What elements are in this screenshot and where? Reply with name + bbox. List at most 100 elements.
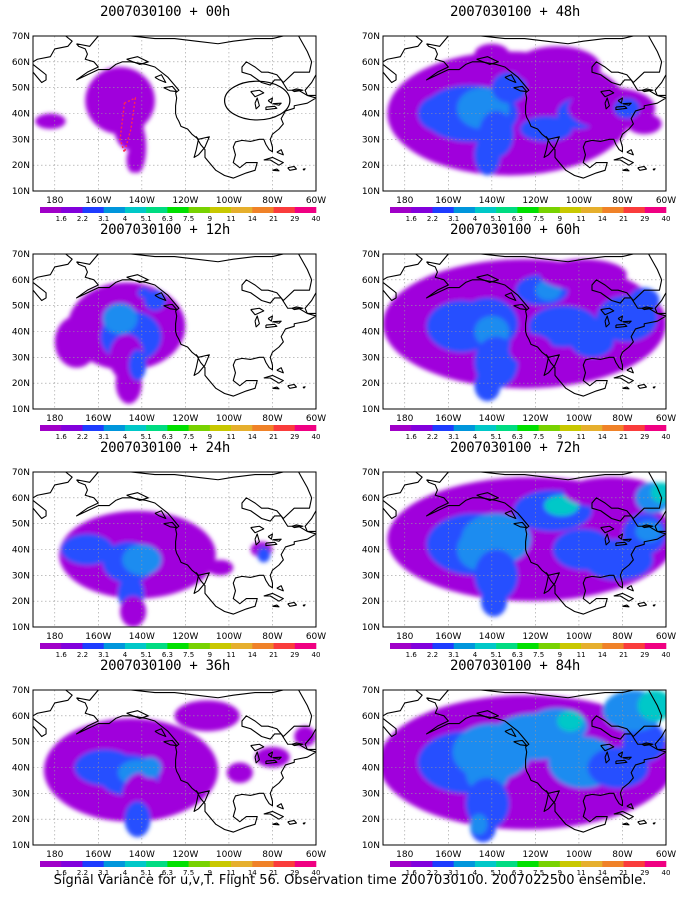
coastline-island (276, 803, 284, 810)
longitude-tick-label: 140W (129, 632, 155, 642)
latitude-tick-label: 30N (12, 135, 30, 145)
variance-contour-region (626, 113, 662, 135)
latitude-tick-label: 70N (12, 250, 30, 260)
colorbar-swatch (432, 643, 454, 649)
colorbar-swatch (602, 643, 624, 649)
map-panel: 2007030100 + 60h 10N 20N 30N 40N 50N 60N 70N 180… (350, 222, 680, 441)
longitude-tick-label: 80W (612, 632, 632, 642)
coastline-island (476, 710, 499, 719)
latitude-tick-label: 20N (12, 597, 30, 607)
coastlines (383, 254, 666, 397)
latitude-tick-label: 50N (362, 520, 380, 530)
longitude-tick-label: 160W (85, 196, 111, 206)
graticule (33, 690, 316, 845)
lake-outline (250, 89, 265, 98)
latitude-tick-label: 60N (362, 58, 380, 68)
coastline-island (504, 74, 517, 84)
figure-caption: Signal Variance for u,v,T. Flight 56. Ob… (53, 873, 647, 888)
variance-map: 10N 20N 30N 40N 50N 60N 70N 180 160W 140W 120W 100W… (362, 32, 676, 223)
latitude-tick-label: 40N (12, 110, 30, 120)
latitude-tick-label: 20N (362, 379, 380, 389)
longitude-tick-label: 60W (656, 414, 676, 424)
colorbar-label: 40 (312, 651, 321, 659)
variance-contour-region (570, 326, 614, 358)
coastline-island (626, 585, 634, 592)
longitude-tick-label: 180 (46, 632, 63, 642)
panel-title: 2007030100 + 24h (99, 440, 231, 456)
colorbar-swatch (252, 425, 274, 431)
coastline-island (304, 728, 316, 750)
colorbar-swatch (273, 861, 296, 867)
lake-outline (615, 759, 628, 765)
coastline-island (287, 383, 297, 389)
variance-contour-region (520, 116, 573, 142)
colorbar-swatch (517, 207, 539, 213)
longitude-tick-label: 100W (566, 414, 592, 424)
colorbar-label: 7.5 (183, 433, 194, 441)
coastline-north-america (425, 254, 666, 397)
colorbar-swatch (146, 207, 168, 213)
lake-outline (600, 525, 615, 534)
coastline-island (126, 492, 149, 501)
longitude-tick-label: 60W (306, 850, 326, 860)
coastline-island (276, 149, 284, 156)
colorbar-swatch (294, 643, 317, 649)
lake-outline (600, 307, 615, 316)
colorbar-swatch (40, 861, 62, 867)
latitude-tick-label: 70N (362, 686, 380, 696)
lake-outline (250, 307, 265, 316)
longitude-tick-label: 120W (172, 414, 198, 424)
coastline-island (263, 374, 284, 384)
lake-outline (600, 743, 615, 752)
colorbar-swatch (273, 425, 296, 431)
coastline-island (652, 168, 656, 171)
colorbar-swatch (209, 425, 232, 431)
colorbar-swatch (644, 425, 667, 431)
lake-outline (267, 315, 274, 322)
colorbar-swatch (231, 425, 253, 431)
latitude-tick-label: 20N (12, 815, 30, 825)
latitude-tick-label: 60N (12, 494, 30, 504)
colorbar-label: 2.2 (427, 869, 438, 877)
latitude-tick-label: 50N (12, 520, 30, 530)
colorbar-label: 3.1 (448, 433, 459, 441)
coastline-island (272, 386, 280, 390)
colorbar-label: 40 (312, 433, 321, 441)
colorbar-label: 9 (558, 651, 562, 659)
colorbar-label: 5.1 (141, 215, 152, 223)
coastline-island (272, 822, 280, 826)
colorbar-label: 2.2 (77, 433, 88, 441)
colorbar-swatch (124, 861, 147, 867)
panel-title: 2007030100 + 84h (449, 658, 581, 674)
longitude-tick-label: 180 (396, 196, 413, 206)
variance-contour-region (102, 82, 138, 129)
latitude-tick-label: 70N (362, 250, 380, 260)
colorbar-label: 21 (619, 433, 628, 441)
colorbar-swatch (496, 425, 518, 431)
colorbar-swatch (432, 425, 454, 431)
colorbar-label: 14 (248, 651, 257, 659)
variance-map: 10N 20N 30N 40N 50N 60N 70N 180 160W 140W 120W 100W… (362, 250, 676, 441)
variance-contour-region (174, 700, 240, 732)
longitude-tick-label: 120W (522, 850, 548, 860)
lake-outline (272, 320, 282, 324)
variance-map: 10N 20N 30N 40N 50N 60N 70N 180 160W 140W 120W 100W… (12, 468, 326, 659)
coastline-island (513, 85, 528, 93)
coastline-north-america (75, 690, 316, 833)
variance-contour-region (126, 147, 140, 173)
lake-outline (604, 97, 610, 110)
colorbar-label: 21 (619, 215, 628, 223)
coastline-island (154, 728, 167, 738)
coastline-island (263, 810, 284, 820)
longitude-tick-label: 160W (85, 632, 111, 642)
colorbar-label: 11 (577, 869, 586, 877)
coastline-island (504, 510, 517, 520)
colorbar-swatch (209, 861, 232, 867)
colorbar-label: 4 (123, 433, 128, 441)
coastline-island (622, 822, 630, 826)
coastline-island (163, 303, 178, 311)
colorbar-swatch (124, 207, 147, 213)
variance-contour-region (474, 43, 510, 65)
coastline-island (654, 510, 666, 532)
colorbar-swatch (581, 861, 603, 867)
